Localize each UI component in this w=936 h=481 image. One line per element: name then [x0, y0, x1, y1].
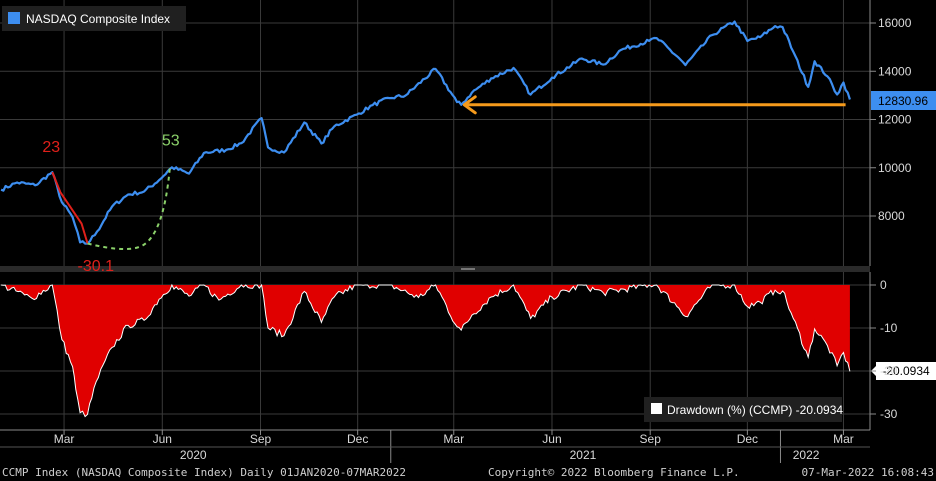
price-grid — [0, 0, 870, 266]
legend-box — [2, 6, 186, 31]
drawdown-tick-label: 0 — [880, 278, 887, 292]
drawdown-legend-swatch — [651, 403, 662, 414]
price-tick-label: 16000 — [878, 16, 912, 30]
x-month-label: Jun — [153, 432, 172, 446]
decline-trend-line — [51, 171, 89, 244]
x-axis-labels: Mar Jun Sep Dec Mar Jun Sep Dec Mar 2020 2021 2022 — [0, 430, 870, 463]
panel-divider[interactable] — [0, 266, 870, 272]
drawdown-tick-label: -20 — [880, 364, 898, 378]
x-month-label: Dec — [347, 432, 368, 446]
recovery-dashed-curve — [87, 167, 171, 251]
support-arrow-head — [462, 95, 477, 115]
drawdown-tick-label: -30 — [880, 407, 898, 421]
annotation-minus-30-1: -30.1 — [78, 258, 115, 275]
price-tick-label: 14000 — [878, 64, 912, 78]
price-tick-label: 10000 — [878, 161, 912, 175]
x-year-label: 2022 — [793, 448, 820, 462]
price-legend[interactable]: NASDAQ Composite Index — [2, 6, 186, 31]
drawdown-legend-box — [644, 397, 842, 422]
price-y-axis: 8000 10000 12000 14000 16000 — [870, 16, 912, 223]
x-month-label: Dec — [737, 432, 758, 446]
footer-center: Copyright© 2022 Bloomberg Finance L.P. — [488, 466, 740, 479]
svg-text:-20.0934: -20.0934 — [882, 364, 930, 378]
x-year-label: 2021 — [570, 448, 597, 462]
x-month-label: Sep — [250, 432, 272, 446]
legend-label: NASDAQ Composite Index — [26, 12, 170, 26]
x-year-label: 2020 — [180, 448, 207, 462]
drawdown-area — [1, 285, 850, 417]
x-month-label: Mar — [54, 432, 75, 446]
svg-text:12830.96: 12830.96 — [878, 94, 928, 108]
annotation-53: 53 — [162, 132, 180, 149]
panel-divider-grip[interactable] — [461, 268, 475, 270]
footer-left: CCMP Index (NASDAQ Composite Index) Dail… — [2, 466, 406, 479]
price-tick-label: 8000 — [878, 209, 905, 223]
footer-right: 07-Mar-2022 16:08:43 — [802, 466, 934, 479]
x-month-label: Sep — [640, 432, 662, 446]
drawdown-edge-line — [1, 283, 851, 418]
x-month-label: Jun — [542, 432, 561, 446]
last-drawdown-tag: -20.0934 — [871, 362, 936, 380]
drawdown-y-axis: 0 -10 -20 -30 — [870, 278, 898, 421]
legend-swatch — [8, 12, 20, 24]
annotation-23: 23 — [42, 139, 60, 156]
nasdaq-series-line — [0, 20, 851, 245]
drawdown-legend-label: Drawdown (%) (CCMP) -20.0934 — [667, 403, 843, 417]
drawdown-tick-label: -10 — [880, 321, 898, 335]
price-tick-label: 12000 — [878, 113, 912, 127]
drawdown-legend[interactable]: Drawdown (%) (CCMP) -20.0934 — [644, 397, 843, 422]
x-month-label: Mar — [443, 432, 464, 446]
last-price-tag: 12830.96 — [871, 91, 936, 110]
x-month-label: Mar — [833, 432, 854, 446]
